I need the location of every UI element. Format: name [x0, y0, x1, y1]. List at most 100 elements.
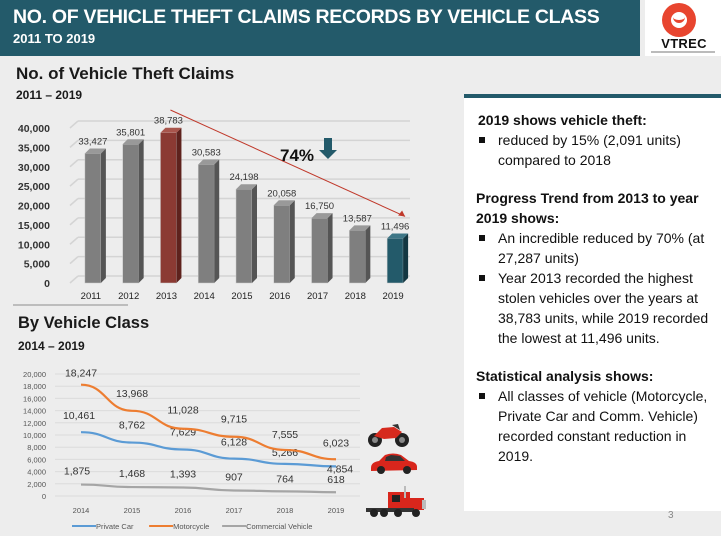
insight-heading-trend: Progress Trend from 2013 to year 2019 sh…	[476, 190, 699, 226]
y-tick-label: 15,000	[18, 220, 50, 232]
insight-list-2019: reduced by 15% (2,091 units) compared to…	[476, 130, 713, 170]
y-tick-label: 20,000	[23, 370, 46, 379]
x-tick-label: 2015	[124, 506, 141, 515]
y-tick-label: 30,000	[18, 162, 50, 174]
x-tick-label: 2018	[345, 291, 366, 302]
x-tick-label: 2018	[277, 506, 294, 515]
bar-side	[100, 148, 106, 283]
bar	[197, 164, 215, 284]
insight-item: All classes of vehicle (Motorcycle, Priv…	[476, 386, 713, 466]
series-line-motorcycle	[80, 383, 337, 461]
vtrec-logo: VTREC	[645, 0, 721, 56]
y-tick-label: 8,000	[27, 443, 46, 452]
y-tick-label: 5,000	[24, 259, 50, 271]
motorcycle-image	[368, 424, 409, 447]
data-label: 1,875	[64, 466, 90, 478]
down-arrow-icon	[319, 138, 337, 159]
x-tick-label: 2019	[328, 506, 345, 515]
insight-list-trend: An incredible reduced by 70% (at 27,287 …	[476, 228, 713, 348]
x-tick-label: 2016	[175, 506, 192, 515]
gridline-depth	[69, 120, 79, 129]
bar	[349, 230, 366, 284]
y-tick-label: 10,000	[18, 239, 50, 251]
y-tick-label: 16,000	[23, 394, 46, 403]
bar-side	[138, 139, 144, 283]
y-tick-label: 6,000	[27, 455, 46, 464]
bar-top	[198, 159, 220, 165]
gridline-depth	[69, 236, 79, 245]
y-tick-label: 2,000	[27, 480, 46, 489]
y-tick-label: 4,000	[27, 468, 46, 477]
data-label: 7,555	[272, 429, 298, 441]
bar-value-label: 30,583	[192, 147, 221, 158]
bar-top	[236, 184, 257, 190]
title-banner: NO. OF VEHICLE THEFT CLAIMS RECORDS BY V…	[0, 0, 640, 56]
y-tick-label: 20,000	[18, 201, 50, 213]
gridline-depth	[69, 217, 79, 226]
gridline-depth	[69, 256, 79, 265]
bar-side	[252, 184, 257, 283]
car-image	[371, 453, 417, 474]
bar-side	[289, 200, 295, 283]
bar-top	[311, 213, 333, 219]
legend-label: Motorcycle	[173, 522, 209, 531]
y-tick-label: 14,000	[23, 407, 46, 416]
y-tick-label: 0	[42, 492, 46, 501]
data-label: 764	[276, 473, 294, 485]
x-tick-label: 2014	[73, 506, 90, 515]
bar-chart-subtitle: 2011 – 2019	[16, 88, 83, 102]
x-tick-label: 2016	[269, 291, 290, 302]
page-title: NO. OF VEHICLE THEFT CLAIMS RECORDS BY V…	[13, 6, 600, 28]
y-tick-label: 10,000	[23, 431, 46, 440]
bar	[273, 205, 291, 284]
data-label: 11,028	[167, 405, 198, 417]
legend-label: Commercial Vehicle	[246, 522, 312, 531]
series-line-private-car	[80, 431, 337, 468]
y-tick-label: 18,000	[23, 382, 46, 391]
bar-side	[327, 213, 333, 283]
insights-panel: 2019 shows vehicle theft: reduced by 15%…	[464, 94, 721, 511]
data-label: 907	[225, 471, 243, 483]
series-line-commercial-vehicle	[80, 483, 337, 494]
data-label: 1,468	[119, 468, 145, 480]
line-chart-title: By Vehicle Class	[18, 314, 150, 332]
gridline-depth	[69, 275, 79, 284]
x-tick-label: 2012	[118, 291, 139, 302]
bar-top	[273, 200, 295, 206]
bar-value-label: 13,587	[343, 213, 372, 224]
gridline-depth	[69, 197, 79, 207]
data-label: 4,854	[327, 463, 353, 475]
bar-side	[176, 127, 182, 283]
data-label: 1,393	[170, 469, 196, 481]
bar	[160, 132, 177, 284]
x-tick-label: 2017	[307, 291, 328, 302]
y-tick-label: 35,000	[18, 142, 50, 154]
bar-top	[387, 233, 409, 239]
bar-top	[84, 148, 106, 154]
trend-arrowhead-icon	[398, 210, 406, 217]
bar-value-label: 35,801	[116, 127, 145, 138]
logo-text: VTREC	[661, 36, 707, 51]
bar-value-label: 16,750	[305, 201, 334, 212]
truck-image	[366, 486, 426, 517]
y-tick-label: 12,000	[23, 419, 46, 428]
data-label: 9,715	[221, 414, 247, 426]
bar	[311, 217, 328, 284]
x-tick-label: 2017	[226, 506, 243, 515]
x-tick-label: 2015	[231, 291, 252, 302]
data-label: 13,968	[116, 388, 148, 400]
reduction-percent-label: 74%	[280, 146, 314, 165]
bar-value-label: 11,496	[381, 221, 409, 232]
page-subtitle: 2011 TO 2019	[13, 31, 96, 46]
x-tick-label: 2014	[194, 291, 215, 302]
logo-tagline	[651, 51, 715, 53]
insight-item: Year 2013 recorded the highest stolen ve…	[476, 268, 713, 348]
data-label: 6,023	[323, 437, 349, 449]
logo-emblem-icon	[662, 3, 696, 37]
insight-heading-2019: 2019 shows vehicle theft:	[478, 112, 647, 128]
bar-value-label: 38,783	[154, 116, 183, 127]
x-tick-label: 2011	[81, 291, 101, 302]
insight-heading-stats: Statistical analysis shows:	[476, 368, 654, 384]
bar-chart: 0 5,000 10,000 15,000 20,000 25,000 30,000 35,0…	[13, 109, 410, 306]
bar-side	[365, 225, 371, 283]
